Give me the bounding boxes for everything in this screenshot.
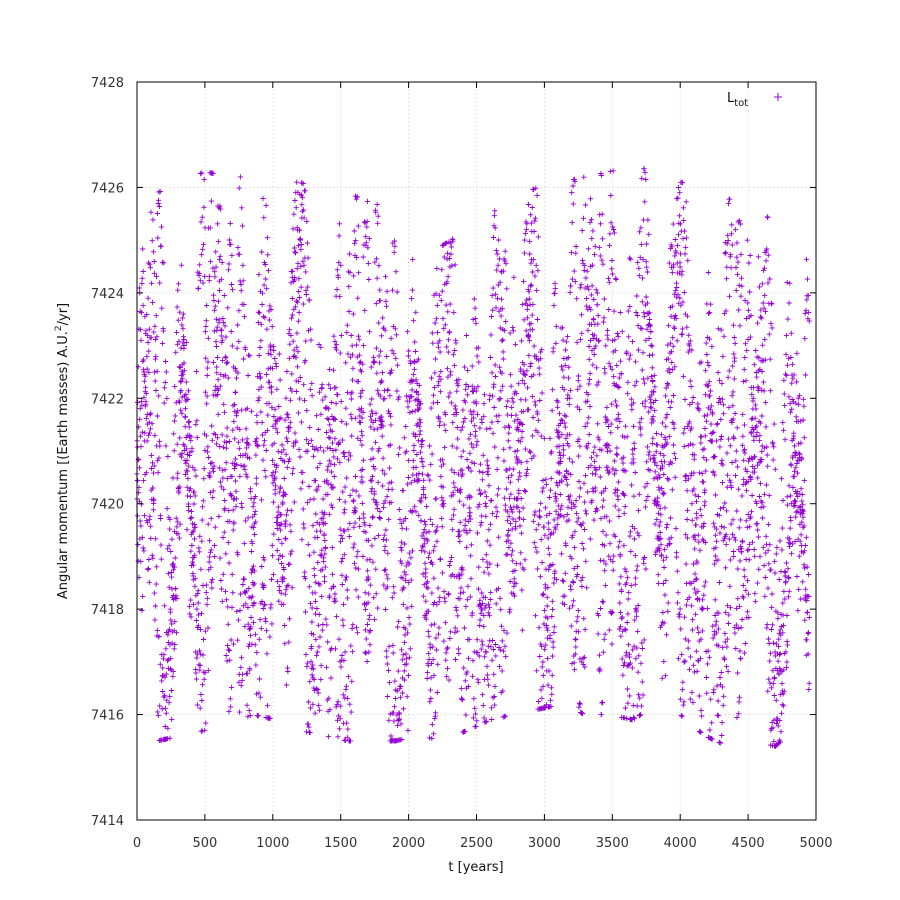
x-tick-label: 2500 [460, 836, 493, 851]
x-tick-label: 500 [192, 836, 217, 851]
y-axis-label-tail: /yr] [56, 303, 71, 326]
series-points-ltot [134, 166, 812, 749]
x-tick-label: 1500 [324, 836, 357, 851]
data-points [134, 166, 812, 749]
y-tick-label: 7416 [91, 709, 124, 724]
axis-ticks: 0 500 1000 1500 2000 2500 3000 3500 4000 4500 5000… [91, 76, 833, 851]
y-axis-label-main: Angular momentum [(Earth masses) A.U. [56, 331, 71, 599]
y-tick-label: 7424 [91, 287, 124, 302]
y-tick-label: 7422 [91, 392, 124, 407]
y-tick-label: 7420 [91, 498, 124, 513]
x-tick-label: 4500 [732, 836, 765, 851]
legend-label-base: L [727, 91, 735, 106]
y-axis-label: Angular momentum [(Earth masses) A.U.2/y… [54, 303, 71, 599]
y-tick-label: 7428 [91, 76, 124, 91]
y-axis-label-sup: 2 [54, 325, 64, 331]
x-axis-label: t [years] [448, 860, 503, 875]
x-tick-label: 3000 [528, 836, 561, 851]
legend: Ltot [727, 91, 782, 109]
y-tick-label: 7418 [91, 603, 124, 618]
y-tick-label: 7414 [91, 814, 124, 829]
legend-label-sub: tot [734, 98, 748, 109]
x-tick-label: 5000 [799, 836, 832, 851]
legend-marker-icon [774, 93, 782, 101]
x-tick-label: 2000 [392, 836, 425, 851]
x-tick-label: 0 [133, 836, 141, 851]
x-tick-label: 4000 [664, 836, 697, 851]
legend-label: Ltot [727, 91, 748, 109]
x-tick-label: 3500 [596, 836, 629, 851]
x-tick-label: 1000 [256, 836, 289, 851]
y-tick-label: 7426 [91, 181, 124, 196]
